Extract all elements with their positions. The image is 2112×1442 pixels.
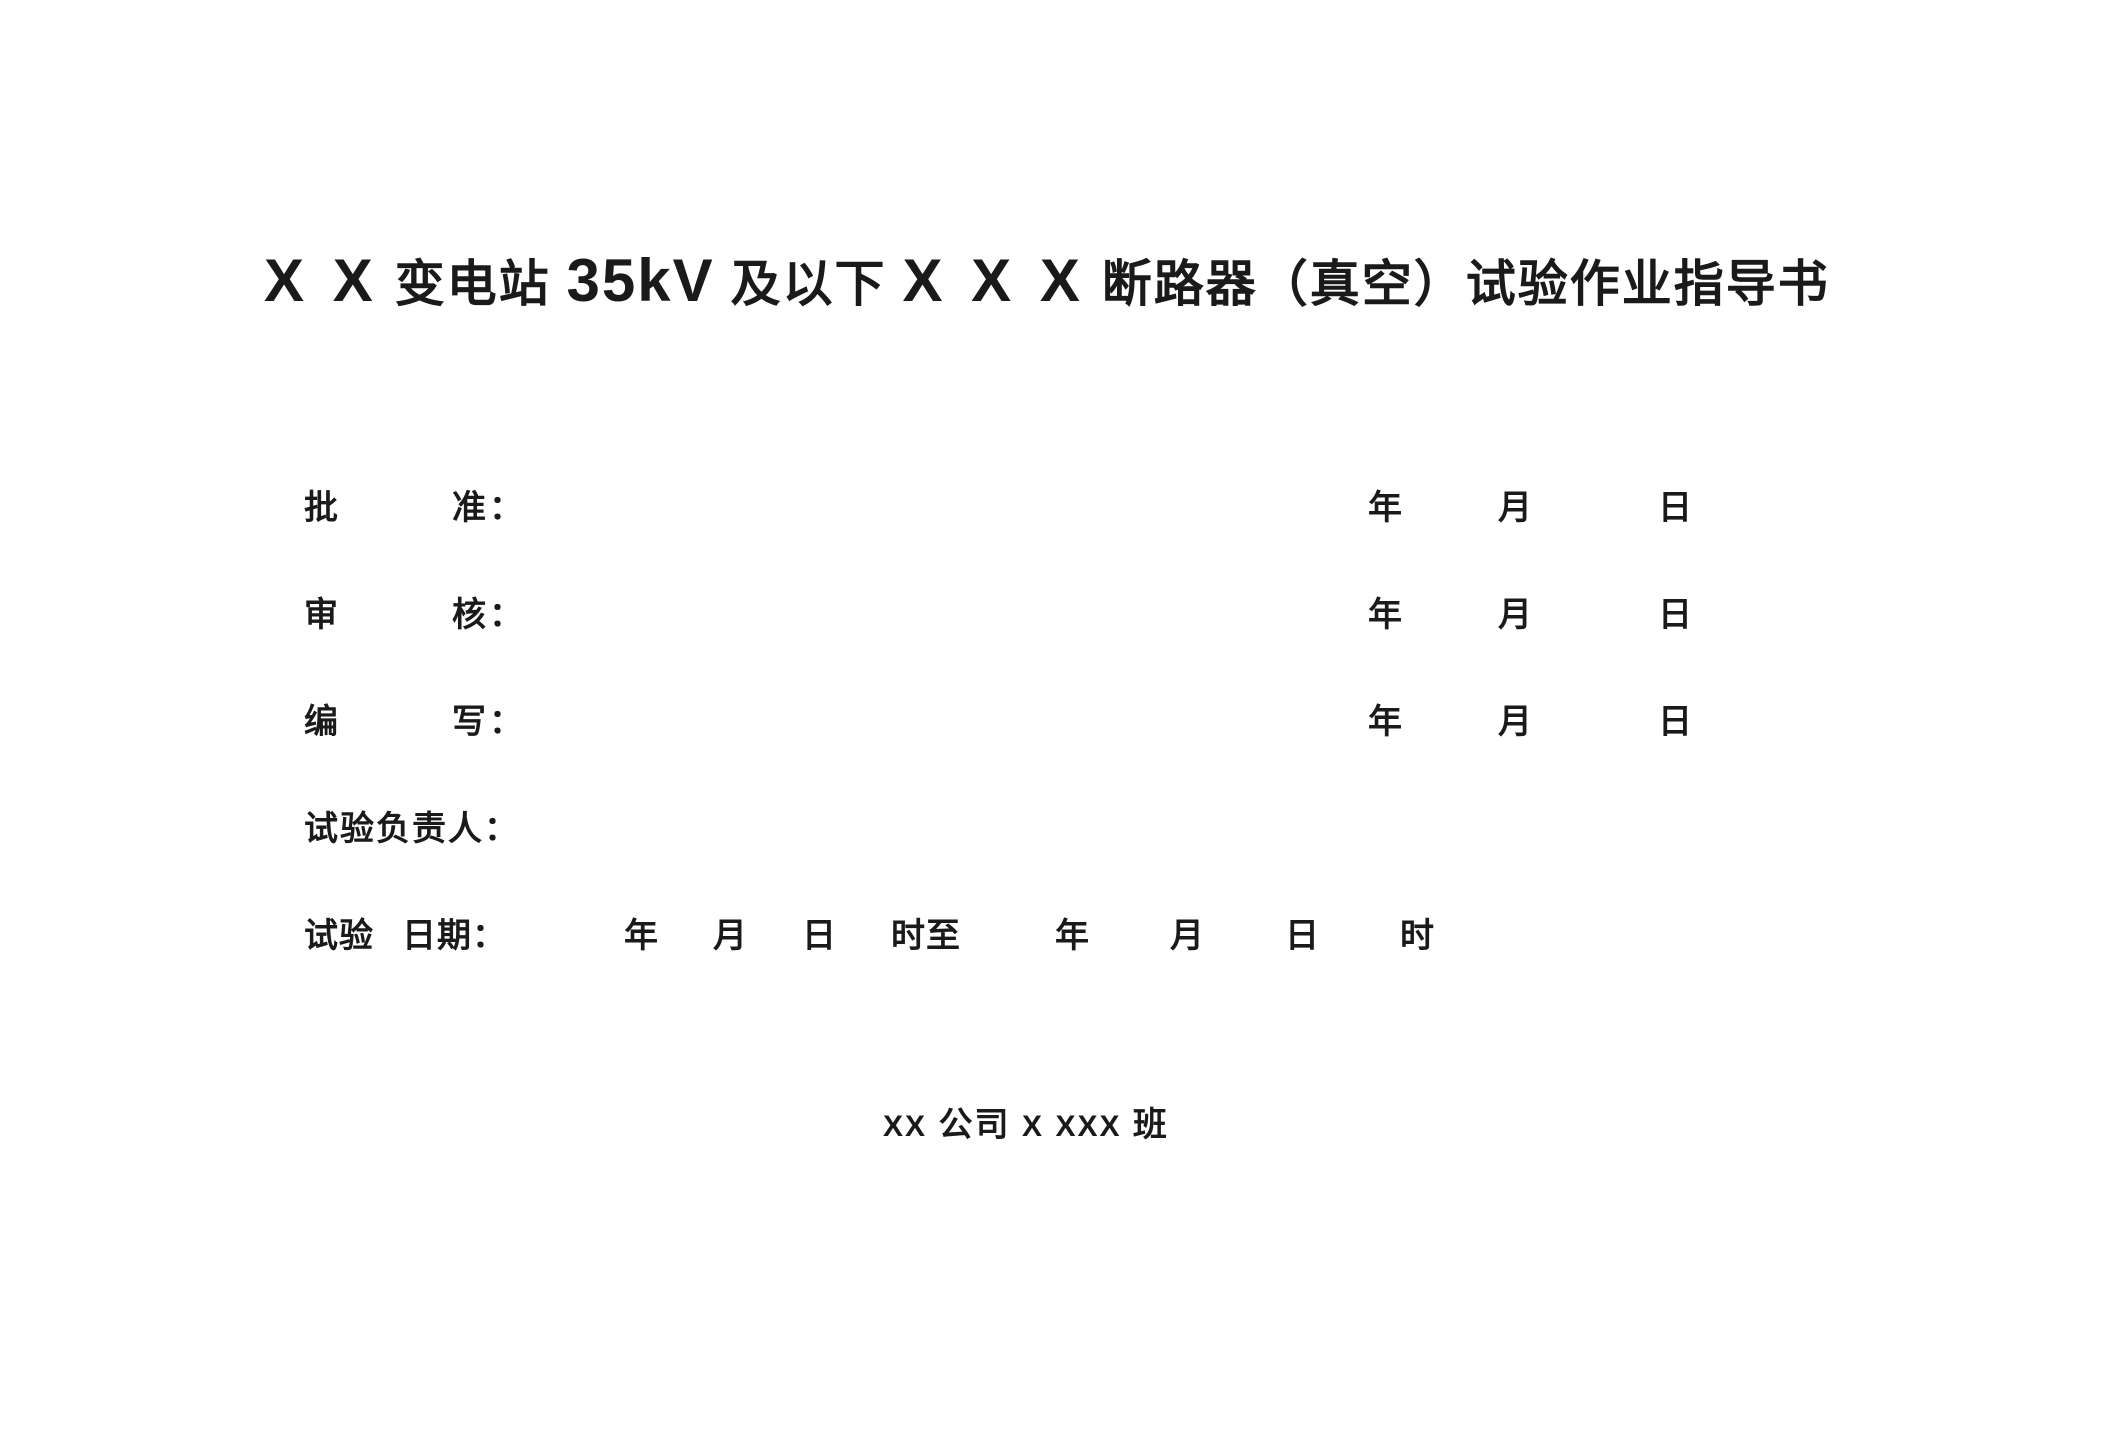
review-row: 审 核 ： 年 月 日 <box>304 587 1848 636</box>
review-char2: 核 <box>452 587 487 636</box>
compose-label: 编 写 ： <box>304 694 524 743</box>
approve-char1: 批 <box>304 480 339 529</box>
test-date-row: 试验 日期： 年 月 日 时至 年 月 日 时 <box>304 908 1848 957</box>
test-date-day2: 日 <box>1285 908 1320 957</box>
footer-x: X <box>1022 1110 1044 1143</box>
title-xxx: X X X <box>902 247 1085 314</box>
approve-colon: ： <box>489 480 524 529</box>
footer-company: XX 公司 X XXX 班 <box>204 1097 1848 1146</box>
footer-xxx: XXX <box>1055 1110 1121 1143</box>
compose-colon: ： <box>489 694 524 743</box>
document-container: X X 变电站 35kV 及以下 X X X 断路器（真空）试验作业指导书 批 … <box>0 0 2112 1146</box>
compose-day: 日 <box>1658 694 1718 743</box>
review-year: 年 <box>1368 587 1498 636</box>
test-date-month2: 月 <box>1170 908 1205 957</box>
approve-day: 日 <box>1658 480 1718 529</box>
approve-year: 年 <box>1368 480 1498 529</box>
review-month: 月 <box>1498 587 1658 636</box>
test-date-content: 年 月 日 时至 年 月 日 时 <box>624 908 1475 957</box>
footer-xx: XX <box>883 1110 927 1143</box>
test-date-month1: 月 <box>713 908 748 957</box>
compose-char2: 写 <box>452 694 487 743</box>
approve-month: 月 <box>1498 480 1658 529</box>
test-date-year1: 年 <box>624 908 659 957</box>
test-date-hourto: 时至 <box>891 908 961 957</box>
title-xx-prefix: X X <box>264 247 379 314</box>
footer-ban: 班 <box>1121 1106 1168 1144</box>
test-date-label-1: 试验 <box>304 908 374 957</box>
title-text-1: 变电站 <box>379 256 567 312</box>
title-text-2: 及以下 <box>715 256 903 312</box>
approve-char2: 准 <box>452 480 487 529</box>
responsible-label: 试验负责人： <box>304 801 524 850</box>
approve-row: 批 准 ： 年 月 日 <box>304 480 1848 529</box>
review-date: 年 月 日 <box>1368 587 1848 636</box>
compose-date: 年 月 日 <box>1368 694 1848 743</box>
footer-company-text: 公司 <box>927 1106 1022 1144</box>
approval-fields: 批 准 ： 年 月 日 审 核 ： 年 月 日 <box>304 480 1848 957</box>
test-date-year2: 年 <box>1055 908 1090 957</box>
test-date-day1: 日 <box>802 908 837 957</box>
review-colon: ： <box>489 587 524 636</box>
review-label: 审 核 ： <box>304 587 524 636</box>
responsible-row: 试验负责人： <box>304 801 1848 850</box>
review-day: 日 <box>1658 587 1718 636</box>
title-text-3: 断路器（真空）试验作业指导书 <box>1086 256 1830 312</box>
document-title: X X 变电站 35kV 及以下 X X X 断路器（真空）试验作业指导书 <box>264 242 1848 320</box>
test-date-hour2: 时 <box>1400 908 1435 957</box>
compose-char1: 编 <box>304 694 339 743</box>
approve-label: 批 准 ： <box>304 480 524 529</box>
review-char1: 审 <box>304 587 339 636</box>
title-voltage: 35kV <box>567 247 715 314</box>
compose-year: 年 <box>1368 694 1498 743</box>
approve-date: 年 月 日 <box>1368 480 1848 529</box>
compose-month: 月 <box>1498 694 1658 743</box>
test-date-label: 试验 日期： <box>304 908 524 957</box>
test-date-label-2: 日期： <box>402 908 507 957</box>
footer-space <box>1044 1106 1055 1144</box>
compose-row: 编 写 ： 年 月 日 <box>304 694 1848 743</box>
